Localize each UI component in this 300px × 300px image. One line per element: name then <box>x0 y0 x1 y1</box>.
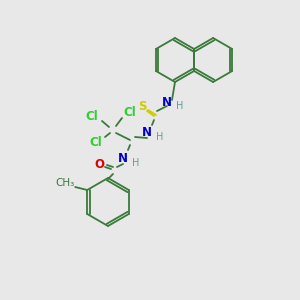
Text: Cl: Cl <box>124 106 136 118</box>
Text: CH₃: CH₃ <box>56 178 75 188</box>
Text: H: H <box>176 101 184 111</box>
Text: N: N <box>142 125 152 139</box>
Text: N: N <box>162 95 172 109</box>
Text: O: O <box>94 158 104 170</box>
Text: S: S <box>138 100 146 112</box>
Text: Cl: Cl <box>85 110 98 122</box>
Text: H: H <box>132 158 140 168</box>
Text: N: N <box>118 152 128 164</box>
Text: Cl: Cl <box>90 136 102 148</box>
Text: H: H <box>156 132 164 142</box>
